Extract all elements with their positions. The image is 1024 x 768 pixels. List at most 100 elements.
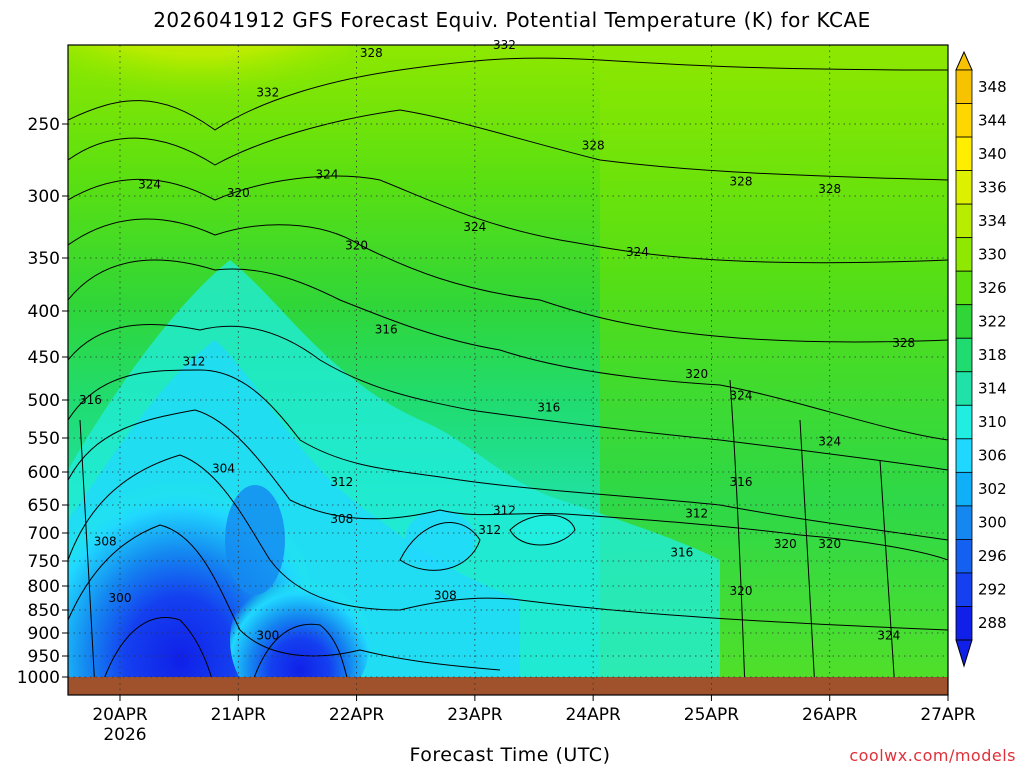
y-tick-label: 1000 <box>17 668 60 688</box>
contour-labels: 3323283323283283283243203243243243203163… <box>79 38 915 642</box>
colorbar-swatch <box>955 471 973 507</box>
colorbar-swatch <box>955 304 973 339</box>
x-tick-label: 26APR <box>802 705 858 725</box>
colorbar-label: 348 <box>978 78 1007 96</box>
contour-label: 328 <box>730 175 753 189</box>
contour-label: 312 <box>685 506 708 520</box>
y-tick-label: 850 <box>28 601 60 621</box>
colorbar-label: 326 <box>978 279 1007 297</box>
contour-label: 320 <box>730 584 753 598</box>
contour-label: 316 <box>79 393 102 407</box>
colorbar-label: 336 <box>978 178 1007 196</box>
x-axis: 20APR 21APR 22APR 23APR 24APR 25APR 26APR 27APR… <box>92 695 976 745</box>
chart-title: 2026041912 GFS Forecast Equiv. Potential… <box>153 8 871 32</box>
contour-label: 324 <box>877 628 900 642</box>
contour-label: 308 <box>330 512 353 526</box>
colorbar-label: 302 <box>978 480 1007 498</box>
contour-label: 332 <box>256 85 279 99</box>
contour-label: 312 <box>493 504 516 518</box>
contour-label: 324 <box>626 245 649 259</box>
y-tick-label: 900 <box>28 624 60 644</box>
plot-frame <box>67 44 949 696</box>
colorbar-swatch <box>955 136 973 171</box>
x-tick-label: 22APR <box>329 705 385 725</box>
x-tick-label: 25APR <box>684 705 740 725</box>
contour-label: 316 <box>730 475 753 489</box>
colorbar-swatch <box>955 237 973 272</box>
contour-label: 324 <box>138 177 161 191</box>
colorbar-swatch <box>955 337 973 373</box>
y-tick-label: 600 <box>28 463 60 483</box>
colorbar-swatch <box>955 69 973 104</box>
colorbar-label: 306 <box>978 447 1007 465</box>
colorbar-label: 292 <box>978 581 1007 599</box>
x-axis-label: Forecast Time (UTC) <box>409 744 611 766</box>
colorbar-label: 334 <box>978 212 1007 230</box>
colorbar-swatch <box>955 505 973 540</box>
colorbar-swatch <box>955 270 973 306</box>
colorbar-label: 322 <box>978 312 1007 330</box>
colorbar-swatch <box>955 404 973 440</box>
contour-label: 316 <box>375 322 398 336</box>
colorbar-label: 310 <box>978 413 1007 431</box>
contour-label: 300 <box>109 591 132 605</box>
colorbar-swatch <box>955 539 973 574</box>
contour-label: 320 <box>818 537 841 551</box>
y-tick-label: 800 <box>28 577 60 597</box>
y-tick-label: 350 <box>28 249 60 269</box>
colorbar-swatch <box>955 438 973 473</box>
colorbar-label: 340 <box>978 145 1007 163</box>
x-tick-label: 27APR <box>920 705 976 725</box>
contour-label: 316 <box>537 401 560 415</box>
y-tick-label: 750 <box>28 552 60 572</box>
colorbar-label: 344 <box>978 111 1007 129</box>
contour-label: 324 <box>316 167 339 181</box>
gridlines <box>68 45 949 695</box>
contour-label: 328 <box>360 46 383 60</box>
y-tick-label: 400 <box>28 302 60 322</box>
ground-surface <box>68 677 948 695</box>
colorbar-top-arrow <box>955 50 973 71</box>
y-tick-label: 700 <box>28 524 60 544</box>
x-year-label: 2026 <box>103 725 146 745</box>
source-credit: coolwx.com/models <box>849 746 1016 765</box>
contour-label: 312 <box>478 523 501 537</box>
x-tick-label: 24APR <box>565 705 621 725</box>
colorbar-label: 330 <box>978 245 1007 263</box>
y-tick-label: 950 <box>28 647 60 667</box>
colorbar: 348 344 340 336 334 330 326 322 318 314 310 306 302 3… <box>955 50 1007 668</box>
equiv-potential-temperature-field <box>68 45 948 695</box>
colorbar-label: 288 <box>978 614 1007 632</box>
contour-label: 308 <box>434 589 457 603</box>
colorbar-bottom-arrow <box>955 639 973 668</box>
colorbar-label: 300 <box>978 514 1007 532</box>
contour-label: 308 <box>94 534 117 548</box>
contour-label: 324 <box>818 434 841 448</box>
y-tick-label: 650 <box>28 496 60 516</box>
colorbar-swatch <box>955 572 973 607</box>
colorbar-swatch <box>955 170 973 205</box>
contour-label: 328 <box>818 182 841 196</box>
y-tick-label: 500 <box>28 391 60 411</box>
y-tick-label: 300 <box>28 187 60 207</box>
x-tick-label: 23APR <box>447 705 503 725</box>
contour-label: 324 <box>730 389 753 403</box>
y-tick-label: 250 <box>28 115 60 135</box>
y-axis: 250 300 350 400 450 500 550 600 650 700 750 800 850 9… <box>17 115 68 688</box>
contour-label: 320 <box>227 186 250 200</box>
contour-label: 328 <box>892 336 915 350</box>
contour-label: 324 <box>463 220 486 234</box>
colorbar-label: 318 <box>978 346 1007 364</box>
contour-label: 312 <box>182 354 205 368</box>
contour-label: 312 <box>330 475 353 489</box>
contour-label: 320 <box>345 239 368 253</box>
contour-label: 300 <box>256 628 279 642</box>
contour-label: 320 <box>685 367 708 381</box>
contour-label: 304 <box>212 462 235 476</box>
x-tick-label: 20APR <box>92 705 148 725</box>
colorbar-swatch <box>955 103 973 138</box>
colorbar-swatch <box>955 203 973 239</box>
colorbar-swatch <box>955 371 973 406</box>
colorbar-label: 314 <box>978 380 1007 398</box>
